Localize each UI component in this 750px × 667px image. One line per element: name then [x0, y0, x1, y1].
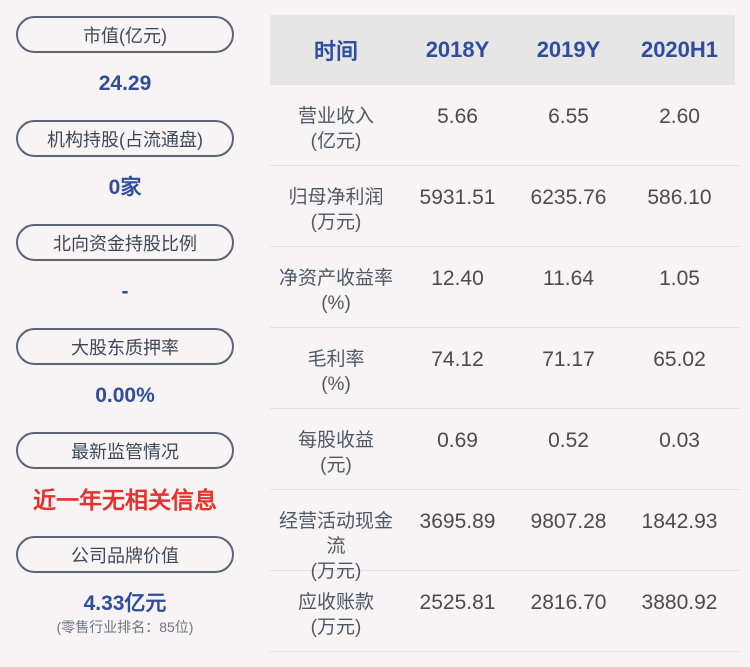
pill-button-regulatory-status[interactable]: 最新监管情况 — [16, 432, 234, 469]
table-header-cell: 时间 — [313, 39, 358, 64]
metric-value: 0家 — [108, 176, 142, 199]
pill-button-pledge-ratio[interactable]: 大股东质押率 — [16, 328, 234, 365]
row-label-name: 经营活动现金流 — [278, 511, 393, 557]
metric-pill-label: 机构持股(占流通盘) — [47, 129, 203, 150]
table-cell-2020h1: 1.05 — [659, 267, 700, 290]
table-row: 净资产收益率 (%) 12.40 11.64 1.05 — [270, 247, 740, 328]
table-cell-2020h1: 1842.93 — [641, 510, 718, 533]
sidebar-item-northbound-ratio: 北向资金持股比例 - — [16, 224, 234, 328]
sidebar-item-brand-value: 公司品牌价值 4.33亿元 (零售行业排名：85位) — [16, 536, 234, 640]
table-row: 经营活动现金流 (万元) 3695.89 9807.28 1842.93 — [270, 490, 740, 582]
metric-value: - — [121, 280, 129, 303]
metric-pill-label: 最新监管情况 — [71, 441, 179, 462]
table-row: 每股收益 (元) 0.69 0.52 0.03 — [270, 409, 740, 490]
table-row: 应收账款 (万元) 2525.81 2816.70 3880.92 — [270, 571, 740, 652]
table-cell-2019: 2816.70 — [530, 591, 607, 614]
table-cell-2019: 11.64 — [543, 267, 594, 290]
metric-pill-label: 公司品牌价值 — [71, 545, 179, 566]
sidebar-item-pledge-ratio: 大股东质押率 0.00% — [16, 328, 234, 432]
table-cell-2020h1: 3880.92 — [641, 591, 718, 614]
table-cell-2018: 0.69 — [437, 429, 478, 452]
row-label-unit: (万元) — [310, 617, 362, 638]
pill-button-brand-value[interactable]: 公司品牌价值 — [16, 536, 234, 573]
table-cell-2018: 5.66 — [437, 105, 478, 128]
row-label-unit: (元) — [320, 455, 352, 476]
metric-pill-label: 北向资金持股比例 — [53, 233, 197, 254]
pill-button-northbound-ratio[interactable]: 北向资金持股比例 — [16, 224, 234, 261]
row-label: 经营活动现金流 (万元) — [270, 509, 402, 584]
pill-button-market-cap[interactable]: 市值(亿元) — [16, 16, 234, 53]
table-header-cell: 2019Y — [536, 37, 601, 62]
row-label-unit: (万元) — [310, 561, 362, 582]
table-cell-2019: 0.52 — [548, 429, 589, 452]
table-cell-2019: 6235.76 — [530, 186, 607, 209]
table-cell-2018: 3695.89 — [419, 510, 496, 533]
metric-value: 0.00% — [95, 384, 155, 407]
table-body: 营业收入 (亿元) 5.66 6.55 2.60 归母净利润 (万元) 5931… — [270, 85, 740, 652]
row-label: 营业收入 (亿元) — [270, 104, 402, 165]
table-header-row: 时间 2018Y 2019Y 2020H1 — [270, 15, 735, 85]
metric-subtext: (零售行业排名：85位) — [56, 619, 194, 635]
sidebar-item-market-cap: 市值(亿元) 24.29 — [16, 16, 234, 120]
row-label-name: 毛利率 — [307, 349, 365, 370]
sidebar-item-institutional-holding: 机构持股(占流通盘) 0家 — [16, 120, 234, 224]
row-label-name: 净资产收益率 — [278, 268, 393, 289]
table-cell-2020h1: 586.10 — [647, 186, 712, 209]
row-label-unit: (万元) — [310, 212, 362, 233]
table-header-cell: 2020H1 — [640, 37, 719, 62]
table-cell-2018: 74.12 — [431, 348, 484, 371]
row-label-unit: (%) — [321, 293, 351, 314]
table-row: 归母净利润 (万元) 5931.51 6235.76 586.10 — [270, 166, 740, 247]
table-cell-2020h1: 0.03 — [659, 429, 700, 452]
row-label: 毛利率 (%) — [270, 347, 402, 408]
table-cell-2018: 2525.81 — [419, 591, 496, 614]
row-label-unit: (%) — [321, 374, 351, 395]
row-label: 应收账款 (万元) — [270, 590, 402, 651]
row-label-name: 应收账款 — [297, 592, 374, 613]
metrics-sidebar: 市值(亿元) 24.29 机构持股(占流通盘) 0家 北向资金持股比例 - 大股… — [16, 16, 234, 640]
table-row: 营业收入 (亿元) 5.66 6.55 2.60 — [270, 85, 740, 166]
table-cell-2018: 5931.51 — [419, 186, 496, 209]
row-label-name: 归母净利润 — [288, 187, 384, 208]
metric-pill-label: 大股东质押率 — [71, 337, 179, 358]
metric-value: 近一年无相关信息 — [33, 487, 217, 513]
row-label: 归母净利润 (万元) — [270, 185, 402, 246]
row-label-name: 每股收益 — [297, 430, 374, 451]
table-cell-2020h1: 2.60 — [659, 105, 700, 128]
table-row: 毛利率 (%) 74.12 71.17 65.02 — [270, 328, 740, 409]
table-cell-2019: 71.17 — [542, 348, 595, 371]
table-cell-2018: 12.40 — [431, 267, 484, 290]
row-label-name: 营业收入 — [297, 106, 374, 127]
table-cell-2019: 9807.28 — [530, 510, 607, 533]
metric-value: 24.29 — [98, 72, 152, 95]
row-label: 每股收益 (元) — [270, 428, 402, 489]
sidebar-item-regulatory-status: 最新监管情况 近一年无相关信息 — [16, 432, 234, 536]
metric-value: 4.33亿元 — [83, 592, 167, 615]
row-label: 净资产收益率 (%) — [270, 266, 402, 327]
table-cell-2019: 6.55 — [548, 105, 589, 128]
metric-pill-label: 市值(亿元) — [83, 25, 167, 46]
pill-button-institutional-holding[interactable]: 机构持股(占流通盘) — [16, 120, 234, 157]
row-label-unit: (亿元) — [310, 131, 362, 152]
table-cell-2020h1: 65.02 — [653, 348, 706, 371]
financial-table: 时间 2018Y 2019Y 2020H1 营业收入 (亿元) 5.66 6.5… — [270, 15, 740, 652]
table-header-cell: 2018Y — [425, 37, 490, 62]
